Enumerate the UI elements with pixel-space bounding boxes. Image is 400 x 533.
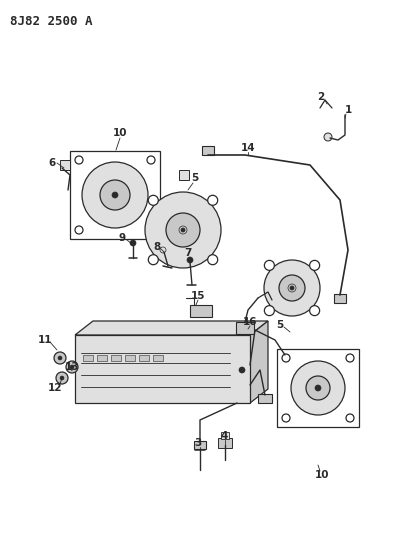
Bar [179,170,189,180]
Circle shape [100,180,130,210]
Circle shape [160,247,166,253]
Circle shape [324,133,332,141]
Text: 8: 8 [153,242,161,252]
Circle shape [346,354,354,362]
Circle shape [60,376,64,380]
Circle shape [147,226,155,234]
Circle shape [145,192,221,268]
Circle shape [181,228,185,232]
Bar [60,160,70,170]
Circle shape [54,352,66,364]
Circle shape [166,213,200,247]
Circle shape [82,162,148,228]
Circle shape [112,192,118,198]
Polygon shape [250,321,268,403]
Bar [202,146,214,155]
Circle shape [179,226,187,234]
Bar [125,355,135,361]
Circle shape [239,367,245,373]
Text: 9: 9 [118,233,126,243]
Circle shape [66,361,78,373]
Circle shape [315,385,321,391]
Circle shape [310,305,320,316]
Text: 5: 5 [191,173,199,183]
Text: 5: 5 [276,320,284,330]
Bar [70,151,160,239]
Text: 15: 15 [191,291,205,301]
Text: 10: 10 [113,128,127,138]
Circle shape [282,354,290,362]
Circle shape [291,361,345,415]
Circle shape [264,260,320,316]
Text: 10: 10 [315,470,329,480]
Text: 3: 3 [194,438,202,448]
Circle shape [310,261,320,270]
Text: 6: 6 [48,158,56,168]
Bar [153,355,163,361]
Bar [97,355,107,361]
Bar [236,322,254,334]
Bar [111,355,121,361]
Bar [190,305,212,317]
Text: 11: 11 [38,335,52,345]
Bar [75,335,250,403]
Circle shape [282,414,290,422]
Bar [334,294,346,303]
Circle shape [208,255,218,265]
Circle shape [130,240,136,246]
Text: 4: 4 [220,431,228,441]
Circle shape [148,255,158,265]
Bar [221,432,229,439]
Text: 7: 7 [184,248,192,258]
Circle shape [58,356,62,360]
Text: 2: 2 [317,92,325,102]
Bar [277,349,359,427]
Circle shape [75,156,83,164]
Circle shape [264,261,274,270]
Polygon shape [75,321,268,335]
Text: 8J82 2500 A: 8J82 2500 A [10,15,92,28]
Text: 1: 1 [344,105,352,115]
Circle shape [75,226,83,234]
Circle shape [279,275,305,301]
Circle shape [70,365,74,369]
Circle shape [290,286,294,290]
Circle shape [56,372,68,384]
Circle shape [288,284,296,292]
Circle shape [264,305,274,316]
Circle shape [148,195,158,205]
Circle shape [187,257,193,263]
Text: 13: 13 [65,362,79,372]
Bar [83,355,93,361]
Circle shape [306,376,330,400]
Circle shape [147,156,155,164]
Circle shape [346,414,354,422]
Bar [194,441,206,449]
Text: 12: 12 [48,383,62,393]
Bar [218,438,232,448]
Bar [139,355,149,361]
Bar [258,393,272,402]
Circle shape [208,195,218,205]
Text: 14: 14 [241,143,255,153]
Text: 16: 16 [243,317,257,327]
